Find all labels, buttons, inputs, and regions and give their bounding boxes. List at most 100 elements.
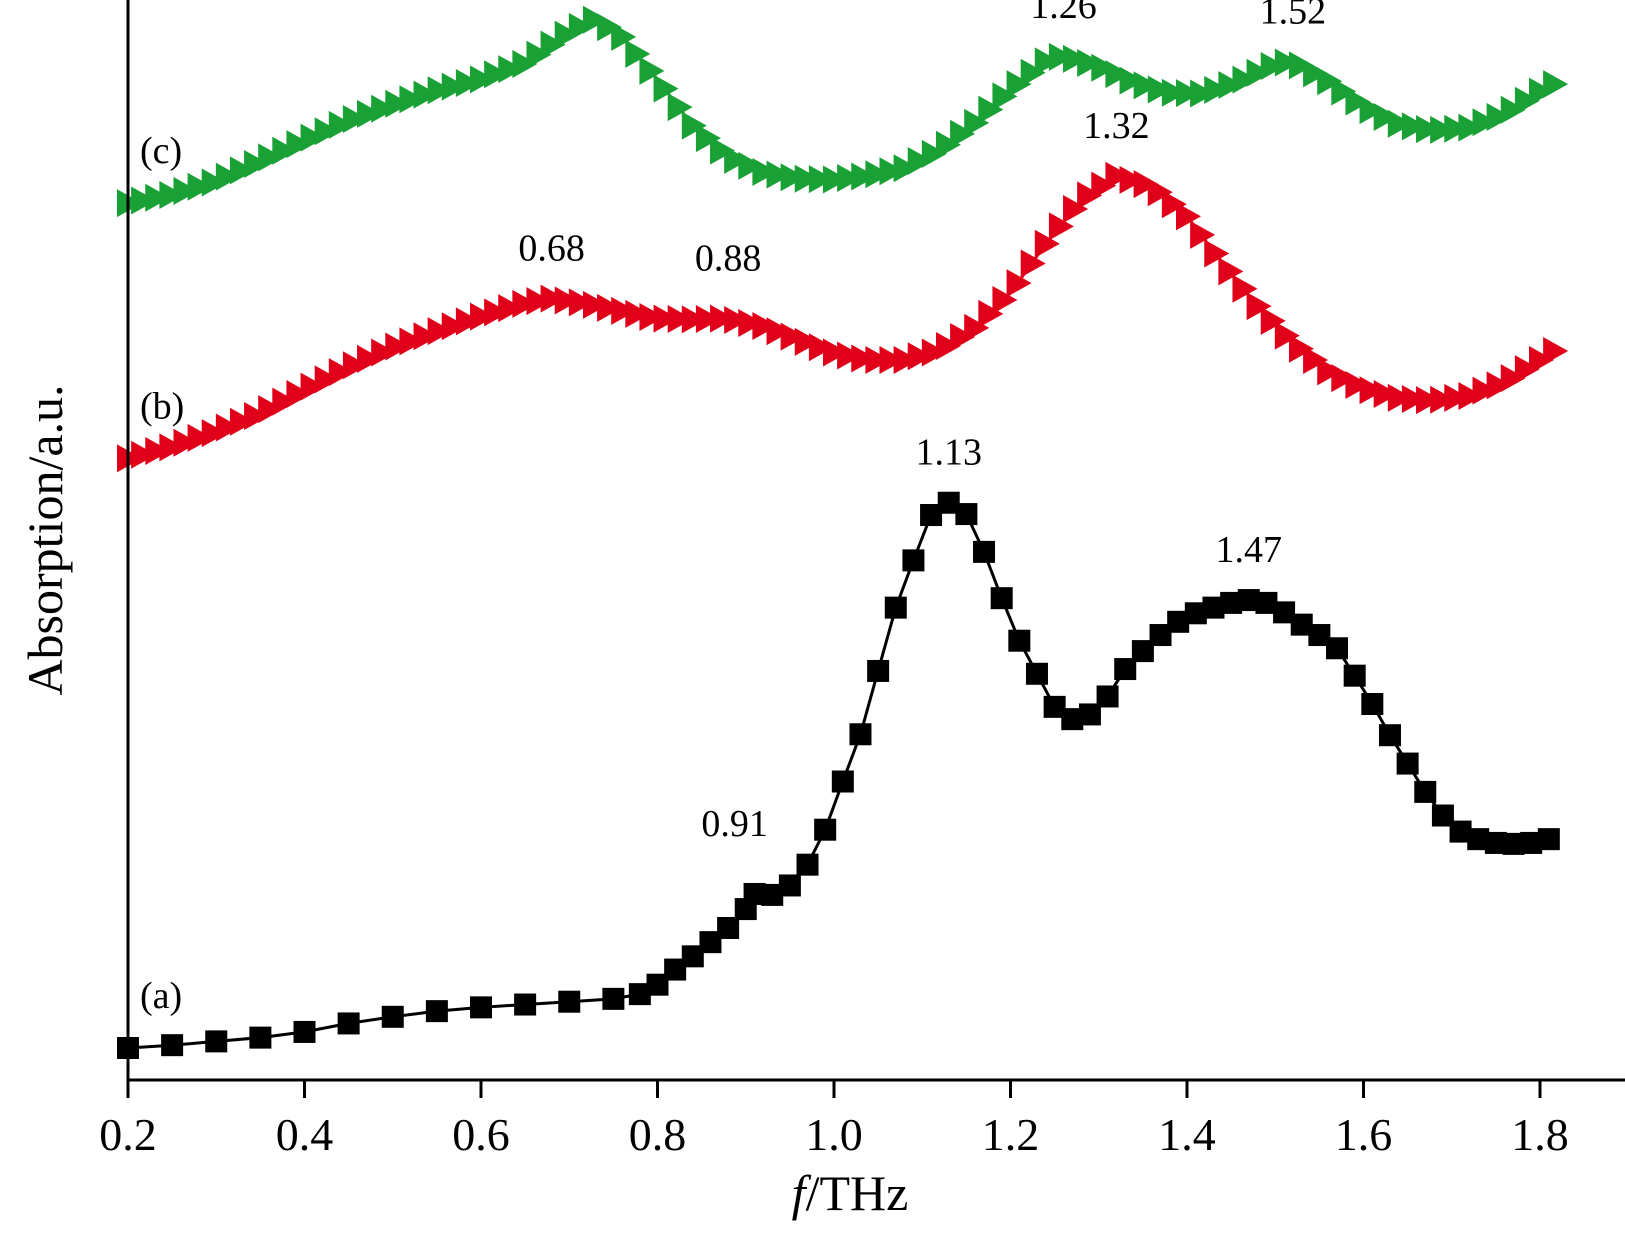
data-point xyxy=(1537,828,1560,851)
data-point xyxy=(1543,336,1569,365)
annotations: 0.911.131.470.680.881.320.731.261.52 xyxy=(518,0,1326,845)
data-point xyxy=(413,322,439,351)
data-point xyxy=(681,111,707,140)
data-point xyxy=(1232,274,1258,303)
data-point xyxy=(978,299,1004,328)
data-point xyxy=(187,172,213,201)
x-tick-label: 1.2 xyxy=(982,1109,1040,1160)
data-point xyxy=(823,165,848,194)
data-point xyxy=(1161,78,1187,107)
data-point xyxy=(907,147,933,176)
data-point xyxy=(526,40,552,69)
data-point xyxy=(1387,383,1413,412)
data-point xyxy=(371,94,397,123)
data-point xyxy=(1502,832,1525,855)
data-point xyxy=(1008,629,1031,652)
data-point xyxy=(724,145,750,174)
data-point xyxy=(1500,364,1526,393)
x-tick-label: 1.6 xyxy=(1335,1109,1393,1160)
data-point xyxy=(582,290,608,319)
data-point xyxy=(1430,385,1456,414)
y-axis-title: Absorption/a.u. xyxy=(17,384,73,695)
curve-label: (c) xyxy=(140,130,182,172)
curve-label: (b) xyxy=(140,385,184,427)
data-point xyxy=(1034,47,1060,76)
data-point xyxy=(611,22,637,51)
data-point xyxy=(1520,831,1543,854)
data-point xyxy=(1396,752,1419,775)
data-point xyxy=(272,387,298,416)
data-point xyxy=(229,407,255,436)
data-point xyxy=(371,338,397,367)
data-point xyxy=(470,996,492,1019)
data-point xyxy=(381,1005,404,1028)
data-point xyxy=(935,130,961,159)
x-axis-title-unit: /THz xyxy=(806,1165,909,1221)
data-point xyxy=(145,183,171,212)
data-point xyxy=(1133,71,1159,100)
data-point xyxy=(1091,53,1117,82)
x-tick-label: 0.2 xyxy=(99,1109,157,1160)
data-point xyxy=(173,176,199,205)
data-point xyxy=(879,157,905,186)
data-point xyxy=(1147,178,1173,207)
data-point xyxy=(893,346,919,375)
data-point xyxy=(558,990,581,1013)
data-point xyxy=(1331,77,1357,106)
data-point xyxy=(849,723,872,746)
data-point xyxy=(865,346,891,375)
data-point xyxy=(667,305,693,334)
data-point xyxy=(258,395,284,424)
data-point xyxy=(554,286,580,315)
data-point xyxy=(1220,591,1243,614)
data-point xyxy=(484,298,510,327)
data-point xyxy=(653,74,679,103)
data-point xyxy=(808,333,834,362)
data-point xyxy=(1043,695,1066,718)
data-point xyxy=(1288,334,1314,363)
data-point xyxy=(808,165,834,194)
data-point xyxy=(664,958,687,981)
data-point xyxy=(597,13,623,42)
data-point xyxy=(1486,102,1512,131)
data-point xyxy=(893,154,919,183)
data-point xyxy=(1458,113,1484,142)
data-point xyxy=(738,151,764,180)
data-point xyxy=(399,327,425,356)
series-b xyxy=(117,161,1569,473)
data-point xyxy=(441,72,467,101)
data-point xyxy=(646,973,669,996)
data-point xyxy=(229,156,255,185)
data-point xyxy=(1149,624,1172,647)
data-point xyxy=(470,65,495,94)
data-point xyxy=(1147,75,1173,104)
data-point xyxy=(258,143,284,172)
data-point xyxy=(1131,640,1154,663)
data-point xyxy=(314,117,340,146)
data-point xyxy=(990,587,1013,610)
series-layer: (a) (b) (c) xyxy=(117,5,1569,1059)
x-tick-label: 1.4 xyxy=(1158,1109,1216,1160)
data-point xyxy=(1484,831,1507,854)
data-point xyxy=(1486,371,1512,400)
data-point xyxy=(1025,662,1048,685)
data-point xyxy=(215,162,241,191)
peak-label: 1.52 xyxy=(1260,0,1327,32)
data-point xyxy=(514,993,537,1016)
data-point xyxy=(300,372,326,401)
data-point xyxy=(413,80,439,109)
data-point xyxy=(1218,257,1244,286)
x-tick-label: 1.8 xyxy=(1511,1109,1569,1160)
data-point xyxy=(597,293,623,322)
data-point xyxy=(831,770,854,793)
data-point xyxy=(1161,190,1187,219)
data-point xyxy=(455,307,481,336)
data-point xyxy=(337,1012,360,1035)
data-point xyxy=(921,139,947,168)
data-point xyxy=(526,287,552,316)
peak-label: 1.26 xyxy=(1030,0,1097,27)
data-point xyxy=(1472,108,1498,137)
data-point xyxy=(568,12,594,41)
data-point xyxy=(837,164,863,193)
